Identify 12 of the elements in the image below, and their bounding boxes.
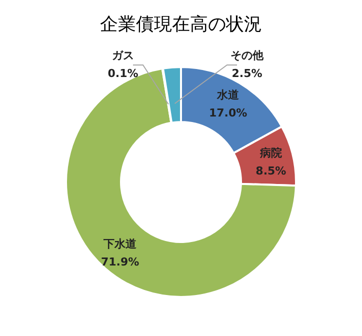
data-label: 0.1%: [108, 67, 138, 80]
data-label: 17.0%: [209, 106, 248, 120]
slice-label: 水道: [216, 88, 240, 102]
data-label: 71.9%: [100, 256, 140, 269]
slice-label: 下水道: [102, 238, 138, 251]
data-label: 8.5%: [256, 164, 286, 178]
slice-label: 病院: [258, 146, 282, 160]
donut-slice: [65, 68, 297, 298]
slice-label: その他: [230, 49, 264, 62]
slice-label: ガス: [112, 49, 134, 62]
data-label: 2.5%: [232, 67, 262, 80]
chart-title: 企業債現在高の状況: [100, 14, 262, 35]
